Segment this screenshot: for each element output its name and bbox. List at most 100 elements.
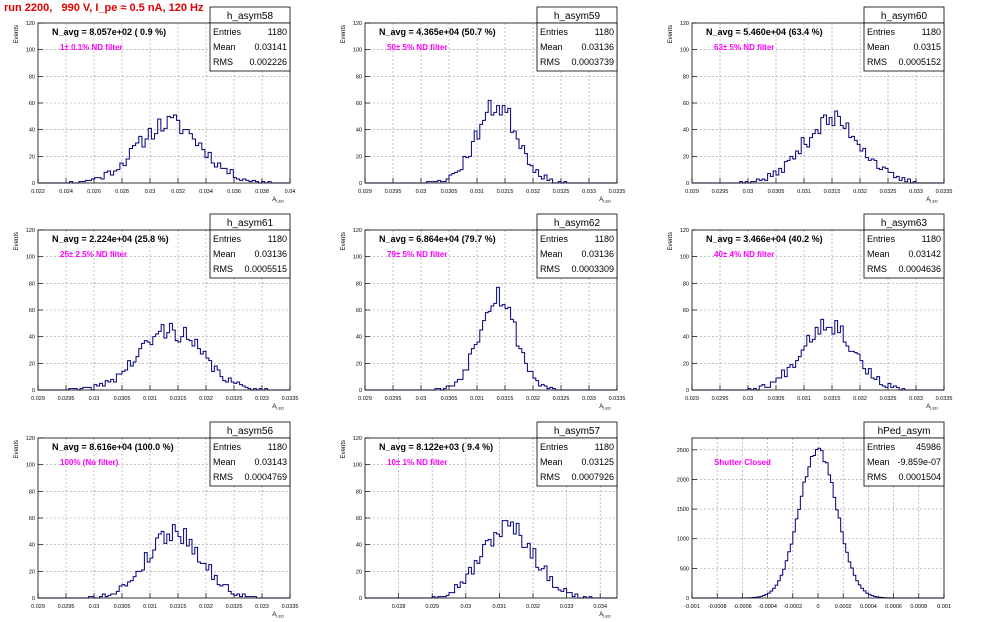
y-tick-label: 0 bbox=[686, 181, 689, 187]
x-axis-title: ALED bbox=[926, 404, 938, 411]
y-tick-label: 0 bbox=[32, 388, 35, 394]
x-axis-title: ALED bbox=[926, 197, 938, 204]
plot-frame bbox=[364, 229, 618, 391]
stats-title: hPed_asym bbox=[878, 426, 931, 437]
x-tick-label: 0.032 bbox=[853, 396, 867, 402]
stats-value: 1180 bbox=[268, 234, 287, 244]
histogram-panel-h_asym60: 0.029 0.0295 0.03 0.0305 0.031 0.0315 0.032 0.0… bbox=[668, 6, 952, 204]
x-tick-label: 0.03 bbox=[743, 396, 754, 402]
y-tick-label: 20 bbox=[356, 361, 362, 367]
y-tick-label: 100 bbox=[680, 48, 689, 54]
y-tick-label: 60 bbox=[356, 101, 362, 107]
histogram-panel-h_asym57: 0.028 0.029 0.03 0.031 0.032 0.033 0.034 0 20 40 6… bbox=[341, 421, 618, 619]
y-tick-label: 40 bbox=[683, 128, 689, 134]
x-axis-title: ALED bbox=[599, 197, 611, 204]
x-tick-label: 0.03 bbox=[743, 189, 754, 195]
plot-frame bbox=[37, 229, 291, 391]
y-tick-label: 80 bbox=[683, 281, 689, 287]
stats-key: Mean bbox=[540, 457, 563, 467]
y-tick-label: 1500 bbox=[677, 507, 689, 513]
x-tick-label: 0.0315 bbox=[824, 189, 841, 195]
y-tick-label: 20 bbox=[356, 569, 362, 575]
x-tick-label: -0.0008 bbox=[708, 604, 727, 610]
stats-value: 0.0005515 bbox=[244, 264, 287, 274]
stats-box bbox=[863, 437, 945, 487]
x-tick-label: 0.029 bbox=[358, 189, 372, 195]
x-tick-label: 0.0325 bbox=[226, 604, 243, 610]
y-tick-label: 80 bbox=[29, 281, 35, 287]
y-tick-label: 20 bbox=[356, 154, 362, 160]
stats-box bbox=[209, 437, 291, 487]
x-axis-title-subscript: LED bbox=[930, 406, 938, 411]
stats-value: 0.0001504 bbox=[898, 472, 941, 482]
x-axis-title-subscript: LED bbox=[930, 199, 938, 204]
y-tick-label: 20 bbox=[683, 361, 689, 367]
y-tick-label: 100 bbox=[680, 255, 689, 261]
stats-value: 1180 bbox=[595, 234, 614, 244]
x-tick-label: 0.0295 bbox=[58, 396, 75, 402]
x-tick-label: -0.0006 bbox=[733, 604, 752, 610]
y-tick-label: 100 bbox=[26, 255, 35, 261]
x-tick-label: 0.0315 bbox=[170, 604, 187, 610]
stats-box bbox=[536, 437, 618, 487]
x-tick-label: 0.0335 bbox=[936, 396, 953, 402]
plot-frame bbox=[691, 229, 945, 391]
y-tick-label: 120 bbox=[353, 436, 362, 442]
x-tick-label: 0.032 bbox=[526, 396, 540, 402]
histogram-line bbox=[38, 524, 290, 599]
stats-value: 1180 bbox=[595, 27, 614, 37]
y-tick-label: 60 bbox=[683, 101, 689, 107]
y-axis-title: Events bbox=[14, 232, 20, 250]
stats-value: 1180 bbox=[922, 234, 941, 244]
y-tick-label: 2500 bbox=[677, 448, 689, 454]
stats-title: h_asym57 bbox=[554, 426, 601, 437]
histogram-line bbox=[365, 520, 617, 599]
filter-label: 40± 4% ND filter bbox=[714, 250, 774, 259]
stats-title: h_asym59 bbox=[554, 11, 601, 22]
x-tick-label: 0 bbox=[816, 604, 819, 610]
stats-key: RMS bbox=[540, 472, 560, 482]
y-tick-label: 0 bbox=[359, 181, 362, 187]
filter-label: 1± 0.1% ND filter bbox=[60, 43, 123, 52]
y-tick-label: 40 bbox=[356, 335, 362, 341]
x-axis-title: ALED bbox=[272, 612, 284, 619]
filter-label: 100% (No filter) bbox=[60, 458, 119, 467]
y-tick-label: 80 bbox=[29, 74, 35, 80]
x-tick-label: 0.0006 bbox=[885, 604, 902, 610]
x-tick-label: 0.031 bbox=[143, 396, 157, 402]
x-tick-label: 0.0295 bbox=[712, 396, 729, 402]
stats-title: h_asym60 bbox=[881, 11, 928, 22]
x-tick-label: 0.03 bbox=[145, 189, 156, 195]
x-tick-label: 0.0004 bbox=[860, 604, 877, 610]
stats-title: h_asym62 bbox=[554, 218, 601, 229]
x-tick-label: 0.0295 bbox=[58, 604, 75, 610]
n-avg-label: N_avg = 8.616e+04 (100.0 %) bbox=[52, 442, 174, 452]
stats-key: RMS bbox=[867, 264, 887, 274]
y-tick-label: 60 bbox=[29, 101, 35, 107]
x-tick-label: 0.0325 bbox=[880, 396, 897, 402]
x-tick-label: 0.031 bbox=[470, 189, 484, 195]
n-avg-label: N_avg = 3.466e+04 (40.2 %) bbox=[706, 234, 823, 244]
y-tick-label: 40 bbox=[356, 128, 362, 134]
y-tick-label: 120 bbox=[353, 228, 362, 234]
stats-key: Entries bbox=[213, 27, 242, 37]
n-avg-label: N_avg = 8.057e+02 ( 0.9 %) bbox=[52, 27, 166, 37]
stats-key: Entries bbox=[867, 27, 896, 37]
y-tick-label: 20 bbox=[683, 154, 689, 160]
y-tick-label: 0 bbox=[359, 388, 362, 394]
histogram-line bbox=[692, 110, 944, 184]
histogram-line bbox=[38, 322, 290, 391]
x-tick-label: 0.034 bbox=[199, 189, 213, 195]
stats-value: 1180 bbox=[595, 442, 614, 452]
stats-value: 0.0003309 bbox=[571, 264, 614, 274]
x-tick-label: 0.029 bbox=[31, 604, 45, 610]
plot-frame bbox=[37, 22, 291, 184]
y-tick-label: 0 bbox=[32, 596, 35, 602]
stats-key: Mean bbox=[213, 42, 236, 52]
y-tick-label: 100 bbox=[353, 255, 362, 261]
filter-label: 25± 2.5% ND filter bbox=[60, 250, 127, 259]
y-tick-label: 100 bbox=[353, 48, 362, 54]
filter-label: 79± 5% ND filter bbox=[387, 250, 447, 259]
y-tick-label: 100 bbox=[353, 463, 362, 469]
x-axis-title: ALED bbox=[272, 404, 284, 411]
